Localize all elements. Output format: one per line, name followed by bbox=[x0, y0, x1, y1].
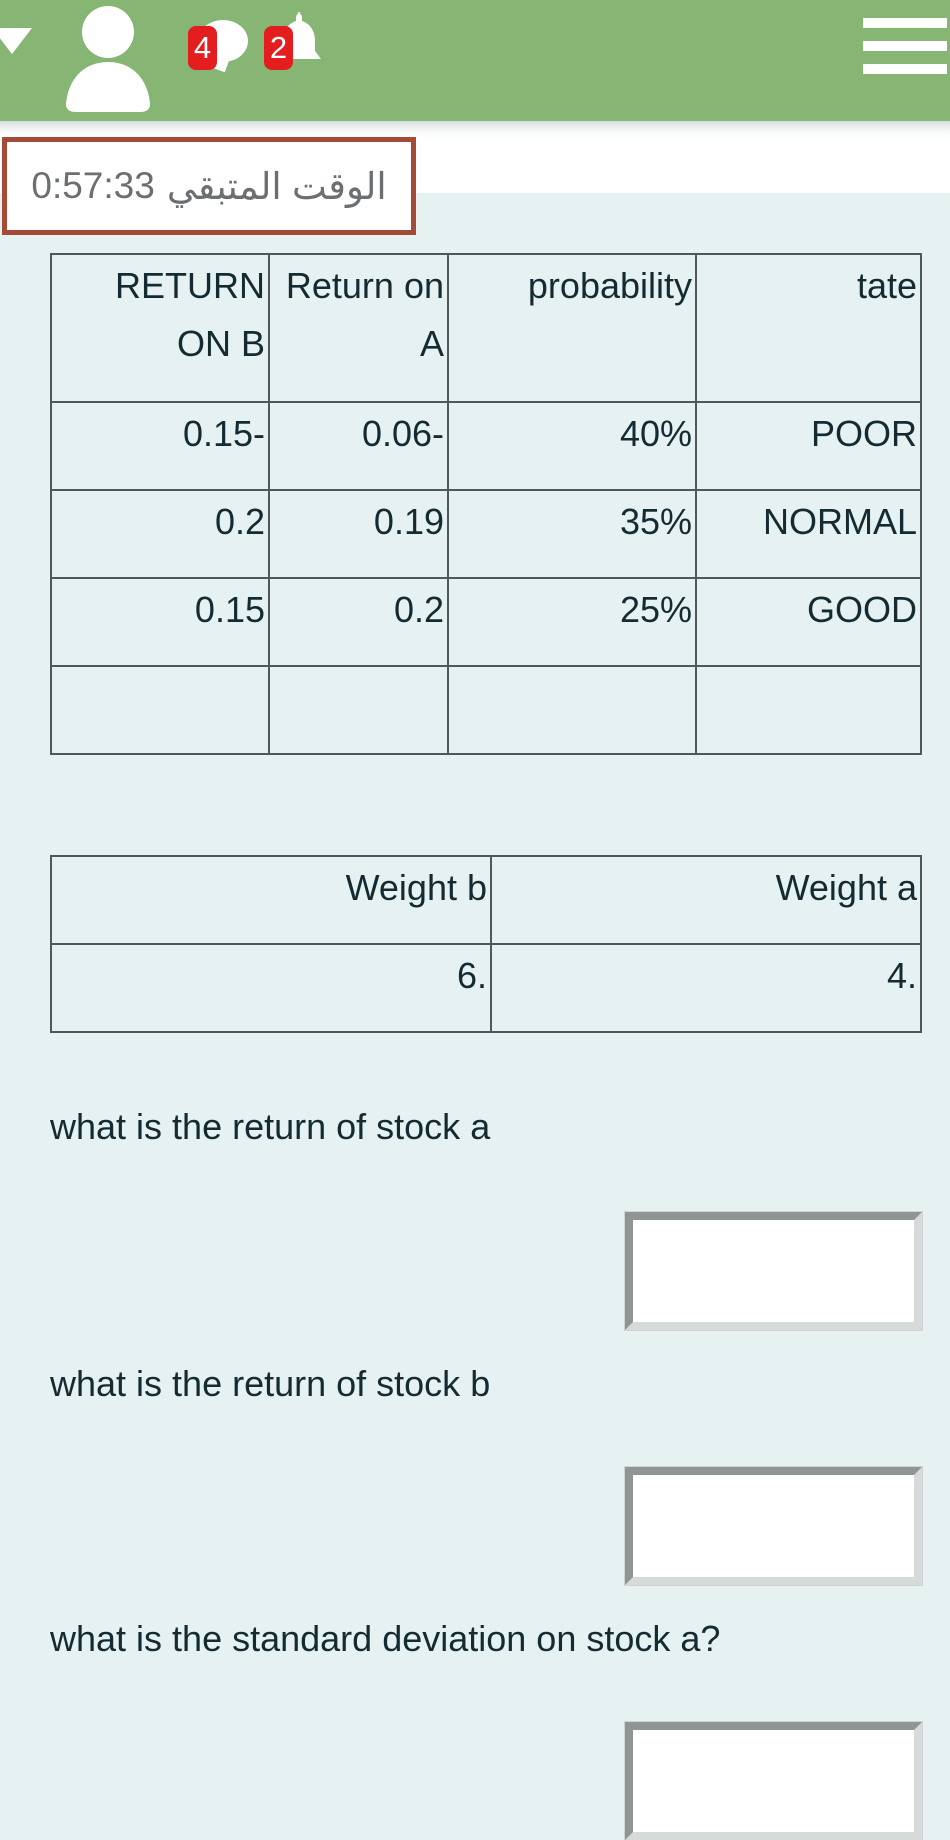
cell: GOOD bbox=[695, 577, 922, 667]
messages-button[interactable]: 4 bbox=[188, 10, 250, 74]
cell bbox=[50, 665, 270, 755]
hamburger-bar bbox=[863, 18, 947, 28]
col-header-return-on-a: Return on A bbox=[268, 253, 449, 403]
returns-table: RETURN ON B Return on A probability tate… bbox=[50, 253, 922, 755]
table-row-empty bbox=[50, 665, 922, 755]
cell: 40% bbox=[447, 401, 697, 491]
cell bbox=[447, 665, 697, 755]
user-avatar-button[interactable] bbox=[60, 0, 164, 112]
col-header-weight-b: Weight b bbox=[50, 855, 492, 945]
question-return-stock-b: what is the return of stock b bbox=[50, 1363, 491, 1404]
app-header: 4 2 bbox=[0, 0, 950, 121]
cell: 35% bbox=[447, 489, 697, 579]
cell: 0.15- bbox=[50, 401, 270, 491]
notifications-badge: 2 bbox=[264, 26, 293, 70]
cell: 25% bbox=[447, 577, 697, 667]
caret-down-icon[interactable] bbox=[0, 28, 32, 54]
timer-value: 0:57:33 bbox=[31, 165, 155, 206]
cell: POOR bbox=[695, 401, 922, 491]
cell: 6. bbox=[50, 943, 492, 1033]
notifications-button[interactable]: 2 bbox=[264, 10, 324, 74]
hamburger-bar bbox=[863, 41, 947, 51]
question-stddev-stock-a: what is the standard deviation on stock … bbox=[50, 1618, 721, 1659]
table-row: 0.15 0.2 25% GOOD bbox=[50, 577, 922, 667]
cell: 0.06- bbox=[268, 401, 449, 491]
timer: الوقت المتبقي 0:57:33 bbox=[2, 137, 416, 235]
table-row: 0.15- 0.06- 40% POOR bbox=[50, 401, 922, 491]
timer-label: الوقت المتبقي bbox=[166, 165, 387, 207]
answer-input-stddev-stock-a[interactable] bbox=[624, 1721, 923, 1840]
hamburger-icon[interactable] bbox=[863, 18, 947, 78]
question-return-stock-a: what is the return of stock a bbox=[50, 1106, 491, 1147]
cell: 4. bbox=[490, 943, 922, 1033]
cell bbox=[695, 665, 922, 755]
col-header-weight-a: Weight a bbox=[490, 855, 922, 945]
col-header-return-on-b: RETURN ON B bbox=[50, 253, 270, 403]
table-row: 0.2 0.19 35% NORMAL bbox=[50, 489, 922, 579]
table-row: 6. 4. bbox=[50, 943, 922, 1033]
table-header-row: Weight b Weight a bbox=[50, 855, 922, 945]
answer-input-return-stock-b[interactable] bbox=[624, 1466, 923, 1586]
cell bbox=[268, 665, 449, 755]
weights-table: Weight b Weight a 6. 4. bbox=[50, 855, 922, 1033]
cell: 0.19 bbox=[268, 489, 449, 579]
messages-badge: 4 bbox=[188, 26, 217, 70]
col-header-state: tate bbox=[695, 253, 922, 403]
col-header-probability: probability bbox=[447, 253, 697, 403]
table-header-row: RETURN ON B Return on A probability tate bbox=[50, 253, 922, 403]
hamburger-bar bbox=[863, 64, 947, 74]
cell: 0.2 bbox=[268, 577, 449, 667]
cell: 0.15 bbox=[50, 577, 270, 667]
answer-input-return-stock-a[interactable] bbox=[624, 1211, 923, 1331]
person-icon bbox=[66, 6, 150, 112]
cell: 0.2 bbox=[50, 489, 270, 579]
cell: NORMAL bbox=[695, 489, 922, 579]
